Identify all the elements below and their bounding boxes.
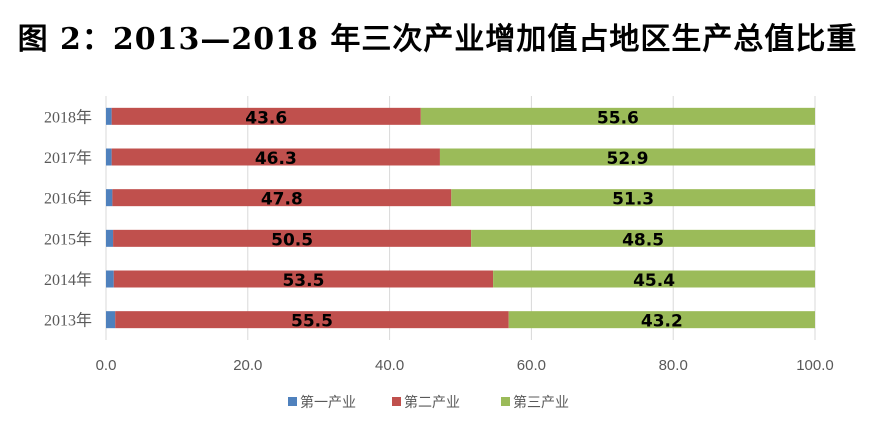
- data-label: 43.6: [245, 108, 287, 128]
- bar-第三产业-2016年: [451, 189, 815, 207]
- bar-第二产业-2014年: [113, 270, 494, 288]
- legend-swatch: [392, 397, 401, 406]
- data-label: 52.9: [606, 149, 648, 169]
- legend-label: 第一产业: [300, 394, 356, 411]
- data-label: 45.4: [633, 271, 675, 291]
- legend-label: 第二产业: [404, 394, 460, 411]
- bar-第二产业-2018年: [111, 107, 421, 125]
- y-category-label: 2013年: [44, 312, 92, 330]
- bar-第三产业-2018年: [420, 107, 815, 125]
- x-tick-label: 40.0: [375, 357, 404, 374]
- data-label: 51.3: [612, 190, 654, 210]
- data-label: 48.5: [622, 230, 664, 250]
- y-category-label: 2018年: [44, 108, 92, 126]
- bar-第三产业-2017年: [439, 148, 815, 166]
- bar-第一产业-2017年: [106, 148, 112, 166]
- legend-swatch: [288, 397, 297, 406]
- bar-第一产业-2016年: [106, 189, 113, 207]
- bar-第二产业-2013年: [115, 311, 509, 329]
- data-label: 47.8: [261, 190, 303, 210]
- y-category-label: 2015年: [44, 230, 92, 248]
- y-category-label: 2014年: [44, 271, 92, 289]
- data-label: 50.5: [271, 230, 313, 250]
- chart-title: 图 2：2013—2018 年三次产业增加值占地区生产总值比重: [17, 22, 858, 57]
- bar-第三产业-2014年: [493, 270, 815, 288]
- x-tick-label: 0.0: [96, 357, 117, 374]
- x-tick-label: 100.0: [796, 357, 834, 374]
- bar-第三产业-2015年: [471, 229, 815, 247]
- data-label: 53.5: [282, 271, 324, 291]
- data-label: 46.3: [255, 149, 297, 169]
- x-tick-label: 80.0: [659, 357, 688, 374]
- bar-第一产业-2018年: [106, 107, 112, 125]
- bar-第二产业-2017年: [111, 148, 440, 166]
- data-label: 43.2: [641, 312, 683, 332]
- data-label: 55.5: [291, 312, 333, 332]
- bar-第三产业-2013年: [508, 311, 815, 329]
- bar-第一产业-2013年: [106, 311, 116, 329]
- bar-第一产业-2014年: [106, 270, 114, 288]
- legend-label: 第三产业: [513, 394, 569, 411]
- legend-swatch: [501, 397, 510, 406]
- x-tick-label: 20.0: [233, 357, 262, 374]
- bar-第二产业-2016年: [112, 189, 452, 207]
- x-tick-label: 60.0: [517, 357, 546, 374]
- bar-第二产业-2015年: [113, 229, 472, 247]
- bar-第一产业-2015年: [106, 229, 114, 247]
- data-label: 55.6: [597, 108, 639, 128]
- y-category-label: 2017年: [44, 149, 92, 167]
- y-category-label: 2016年: [44, 190, 92, 208]
